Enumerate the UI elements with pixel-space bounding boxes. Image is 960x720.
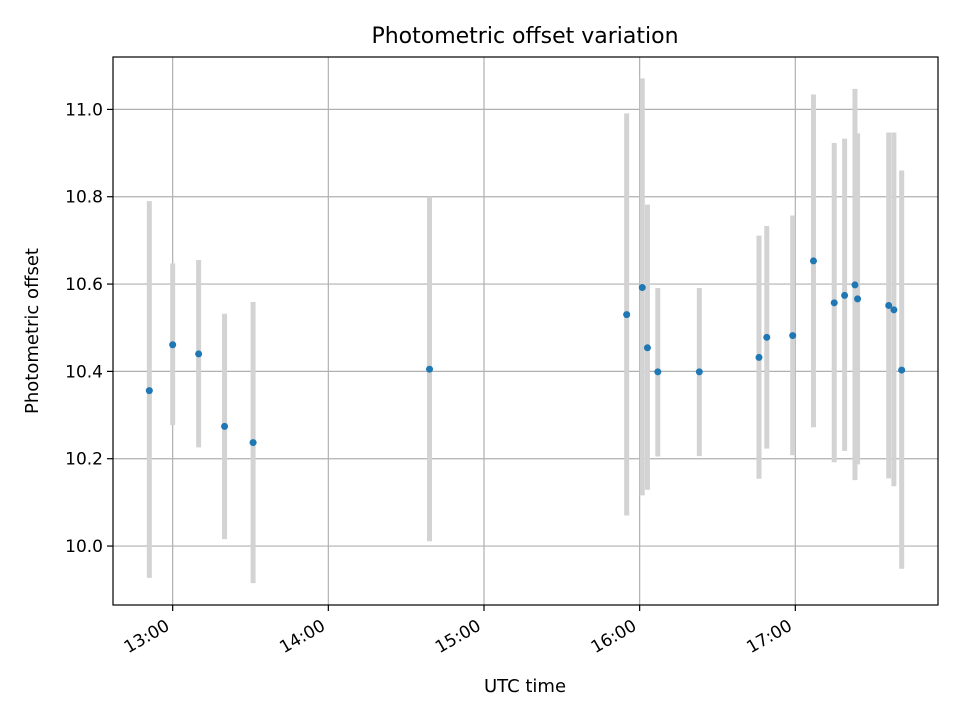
- x-axis-label: UTC time: [484, 676, 566, 697]
- data-point: [789, 332, 797, 340]
- grid-layer: [113, 57, 938, 605]
- data-point: [809, 257, 817, 265]
- data-point: [195, 350, 203, 358]
- x-tick-label: 17:00: [743, 616, 795, 658]
- data-point: [169, 341, 177, 349]
- data-point: [623, 311, 631, 319]
- data-point: [695, 368, 703, 376]
- chart-title: Photometric offset variation: [371, 24, 678, 49]
- data-point: [755, 353, 763, 361]
- x-tick-label: 16:00: [588, 616, 640, 658]
- data-point: [763, 333, 771, 341]
- data-point: [249, 439, 257, 447]
- plot-frame: [112, 56, 939, 606]
- x-tick-label: 15:00: [432, 616, 484, 658]
- data-point: [830, 299, 838, 307]
- data-point: [638, 284, 646, 292]
- data-point: [426, 365, 434, 373]
- x-tick-label: 14:00: [276, 616, 328, 658]
- y-tick-label: 10.8: [65, 188, 103, 208]
- points-layer: [145, 257, 906, 447]
- data-point: [854, 295, 862, 303]
- errorbars-layer: [146, 78, 905, 584]
- y-tick-label: 11.0: [65, 100, 103, 120]
- y-tick-label: 10.4: [65, 362, 103, 382]
- data-point: [890, 306, 898, 314]
- y-tick-label: 10.2: [65, 450, 103, 470]
- y-tick-label: 10.6: [65, 275, 103, 295]
- data-point: [221, 422, 229, 430]
- x-tick-label: 13:00: [121, 616, 173, 658]
- data-point: [851, 281, 859, 289]
- y-tick-label: 10.0: [65, 537, 103, 557]
- y-axis-label: Photometric offset: [22, 248, 43, 414]
- data-point: [885, 301, 893, 309]
- data-point: [898, 366, 906, 374]
- data-point: [145, 387, 153, 395]
- data-point: [841, 291, 849, 299]
- data-point: [654, 368, 662, 376]
- data-point: [643, 344, 651, 352]
